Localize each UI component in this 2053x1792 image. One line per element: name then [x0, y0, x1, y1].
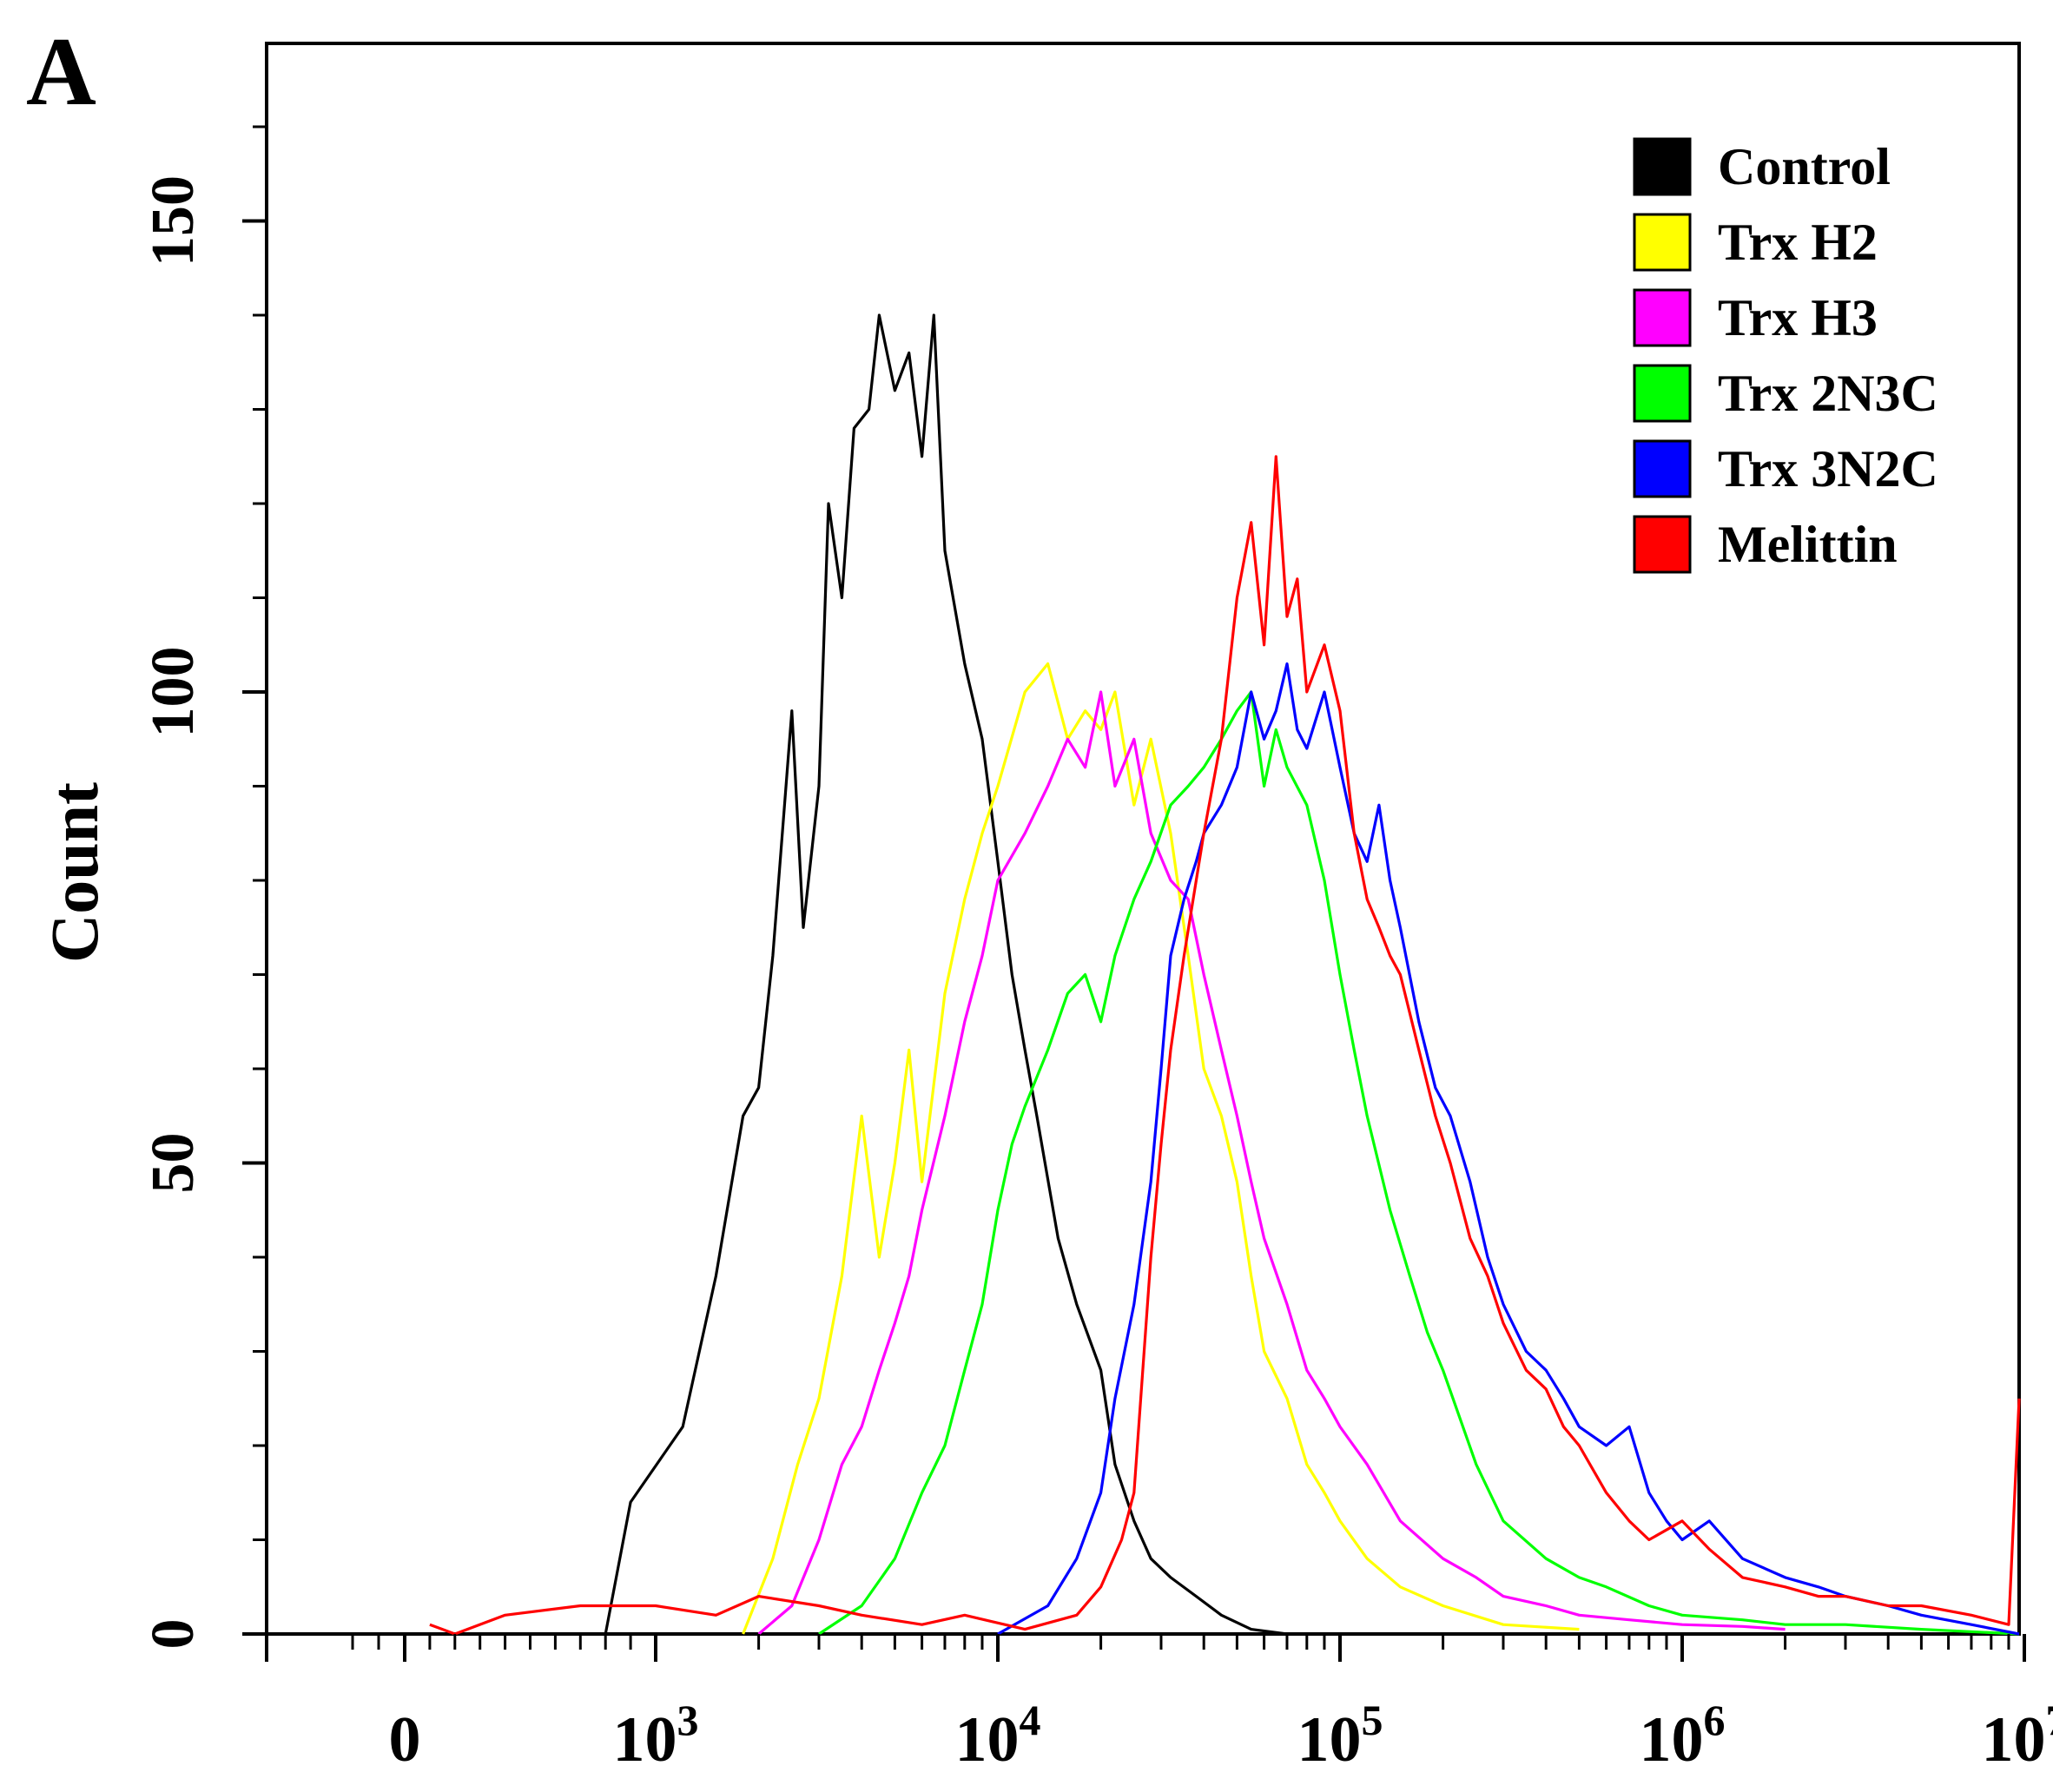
- series-line-melittin: [430, 457, 2019, 1634]
- y-tick-label: 150: [140, 175, 207, 267]
- y-axis-label: Count: [36, 782, 112, 963]
- legend-swatch: [1634, 366, 1690, 421]
- legend-label: Trx 2N3C: [1718, 365, 1938, 422]
- y-tick-label: 50: [140, 1133, 207, 1194]
- legend-swatch: [1634, 290, 1690, 346]
- x-tick-label: 106: [1640, 1696, 1726, 1776]
- x-tick-label: 104: [955, 1696, 1041, 1776]
- legend-swatch: [1634, 517, 1690, 572]
- series-line-trx-h3: [759, 692, 1786, 1634]
- y-tick-label: 100: [140, 647, 207, 738]
- legend-swatch: [1634, 441, 1690, 497]
- series-line-trx-2n3c: [819, 692, 2019, 1634]
- panel-label: A: [26, 18, 96, 126]
- x-tick-label: 103: [613, 1696, 699, 1776]
- x-tick-label: 105: [1297, 1696, 1383, 1776]
- legend-label: Trx H3: [1718, 289, 1878, 346]
- legend-swatch: [1634, 214, 1690, 270]
- legend-swatch: [1634, 139, 1690, 194]
- x-tick-label: 107: [1982, 1696, 2053, 1776]
- plot-frame: [267, 43, 2019, 1634]
- legend-label: Control: [1718, 138, 1891, 195]
- legend-label: Trx H2: [1718, 214, 1878, 271]
- legend-label: Melittin: [1718, 516, 1898, 573]
- series-line-trx-3n2c: [998, 664, 2019, 1635]
- x-tick-label: 0: [389, 1704, 421, 1776]
- series-layer: [430, 315, 2019, 1634]
- legend-label: Trx 3N2C: [1718, 440, 1938, 497]
- legend: Control Trx H2 Trx H3 Trx 2N3C Trx 3N2C Melit…: [1634, 138, 1938, 573]
- y-tick-label: 0: [140, 1619, 207, 1650]
